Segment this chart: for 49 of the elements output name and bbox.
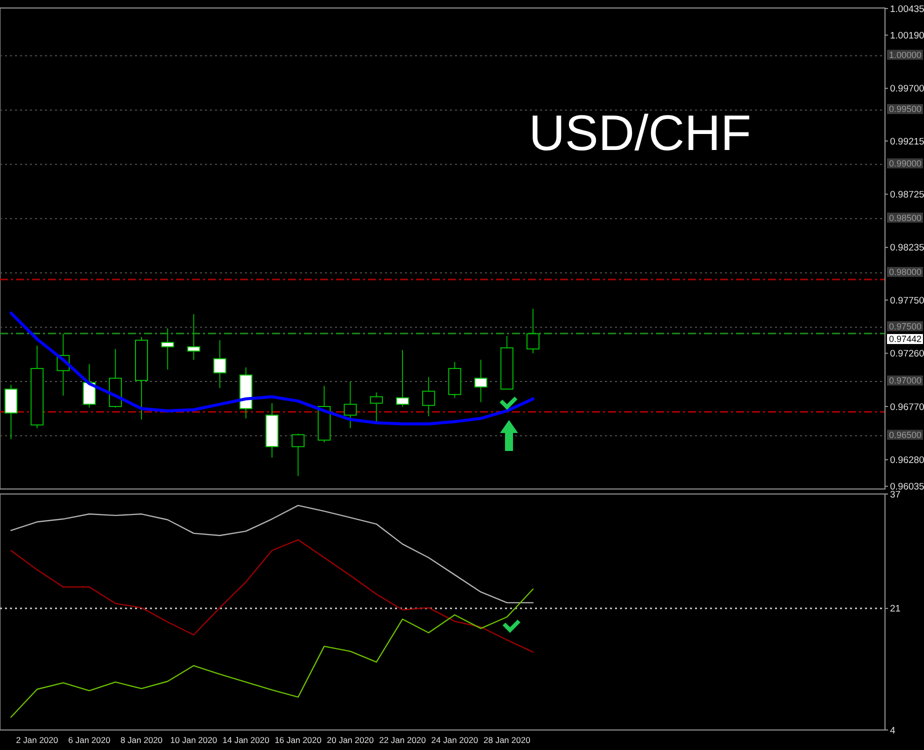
candlestick: [292, 433, 305, 476]
ref-line-label: 0.97442: [889, 334, 922, 344]
y-tick-label: 0.97260: [890, 348, 924, 360]
y-tick-label: 0.97750: [890, 295, 924, 306]
y-tick-label: 0.99215: [890, 136, 924, 148]
candlestick: [396, 350, 409, 407]
x-tick-label: 24 Jan 2020: [431, 735, 478, 745]
line-series: [10, 539, 534, 653]
x-tick-label: 14 Jan 2020: [222, 735, 270, 745]
candlestick: [187, 314, 200, 360]
ref-line-label: 1.00000: [889, 50, 922, 60]
line-series: [10, 312, 534, 426]
ref-line-label: 0.97500: [889, 321, 922, 332]
y-tick-label: 37: [890, 489, 901, 500]
candlestick: [161, 328, 174, 370]
candlestick: [213, 340, 226, 389]
candlestick: [82, 364, 96, 408]
y-tick-label: 0.98235: [890, 242, 924, 254]
ref-line-label: 0.98500: [889, 212, 922, 223]
ref-line-label: 0.99500: [889, 104, 922, 114]
x-tick-label: 2 Jan 2020: [16, 735, 58, 745]
text: USD/CHF: [528, 105, 752, 161]
candlestick: [370, 392, 383, 424]
x-tick-label: 28 Jan 2020: [484, 735, 531, 745]
ref-line-label: 0.98000: [889, 267, 922, 278]
x-tick-label: 6 Jan 2020: [68, 735, 111, 745]
y-tick-label: 21: [890, 604, 901, 615]
ref-line-label: 0.99000: [889, 158, 922, 168]
y-tick-label: 0.98725: [890, 190, 924, 201]
y-tick-label: 1.00190: [890, 30, 924, 42]
candlestick: [422, 376, 436, 417]
y-tick-label: 0.96280: [890, 455, 924, 466]
x-tick-label: 20 Jan 2020: [326, 735, 374, 745]
x-tick-label: 16 Jan 2020: [274, 735, 322, 745]
ref-line-label: 0.96500: [889, 430, 922, 440]
y-tick-label: 0.99700: [890, 84, 924, 95]
line-series: [10, 588, 534, 718]
y-tick-label: 1.00435: [890, 4, 924, 15]
ref-line-label: 0.97000: [889, 376, 922, 386]
line-series: [10, 504, 534, 604]
y-tick-label: 4: [890, 725, 896, 736]
candlestick: [526, 308, 540, 354]
candlestick: [4, 384, 18, 440]
x-tick-label: 22 Jan 2020: [379, 735, 426, 745]
x-tick-label: 10 Jan 2020: [170, 735, 218, 745]
candlestick: [474, 359, 488, 403]
x-tick-label: 8 Jan 2020: [120, 735, 163, 745]
y-tick-label: 0.96770: [890, 402, 924, 413]
candlestick: [344, 381, 357, 429]
